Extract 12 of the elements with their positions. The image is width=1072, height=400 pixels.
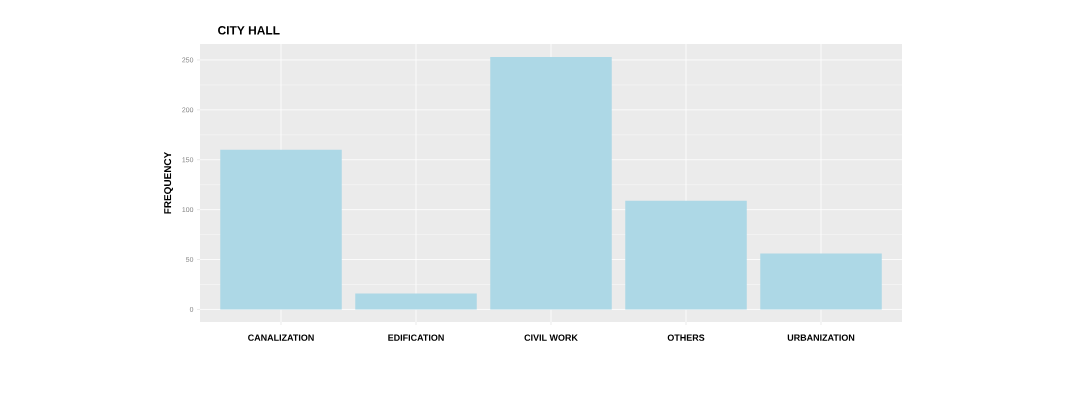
x-tick-label: URBANIZATION	[787, 334, 855, 341]
bar	[760, 253, 882, 310]
x-tick-label: EDIFICATION	[388, 334, 444, 341]
y-axis-title: FREQUENCY	[164, 151, 174, 214]
x-tick-label: CIVIL WORK	[524, 334, 578, 341]
bar	[490, 56, 612, 310]
bar	[625, 200, 747, 310]
chart-title: CITY HALL	[218, 26, 280, 35]
bar	[355, 293, 477, 310]
x-tick-label: CANALIZATION	[248, 334, 314, 341]
bar	[220, 149, 342, 310]
x-tick-label: OTHERS	[667, 334, 705, 341]
